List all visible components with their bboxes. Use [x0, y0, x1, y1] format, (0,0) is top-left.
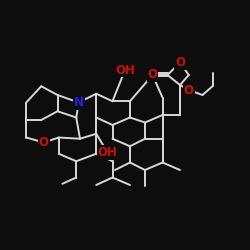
Text: OH: OH [115, 64, 135, 76]
Text: OH: OH [98, 146, 117, 159]
Text: O: O [175, 56, 185, 69]
Text: O: O [184, 84, 194, 96]
Text: N: N [74, 96, 84, 109]
Text: O: O [39, 136, 49, 149]
Text: O: O [148, 68, 158, 82]
